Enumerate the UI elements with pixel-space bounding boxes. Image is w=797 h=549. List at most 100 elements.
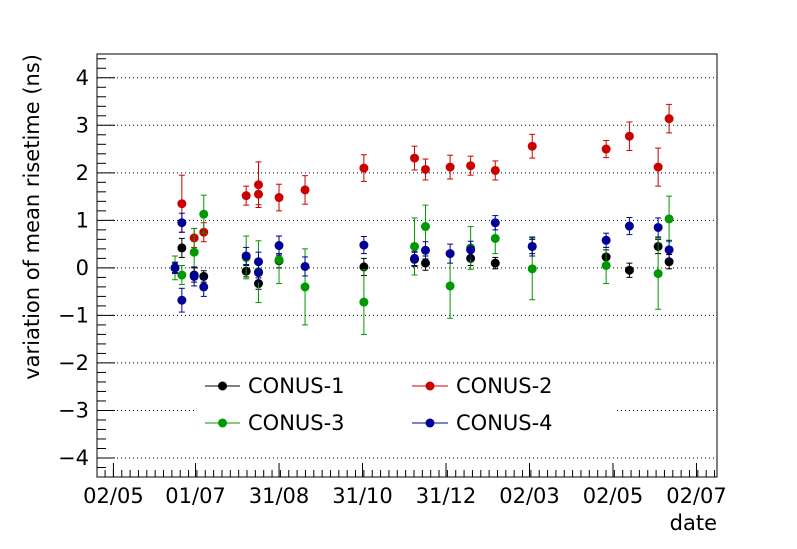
marker (624, 265, 634, 275)
x-tick-label: 01/07 (165, 484, 226, 508)
marker (527, 264, 537, 274)
data-point (274, 183, 284, 212)
legend-label: CONUS-1 (248, 374, 345, 398)
plot-border (96, 53, 718, 478)
marker (420, 258, 430, 268)
x-tick-label: 31/12 (416, 484, 477, 508)
y-tick-label: −4 (58, 446, 89, 470)
marker (445, 281, 455, 291)
marker (653, 162, 663, 172)
marker (653, 222, 663, 232)
x-tick-label: 02/05 (583, 484, 644, 508)
marker (624, 221, 634, 231)
data-point (170, 261, 180, 275)
data-point (664, 195, 674, 243)
y-tick-label: 4 (76, 66, 89, 90)
marker (177, 295, 187, 305)
data-point (241, 185, 251, 206)
marker (653, 269, 663, 279)
marker (189, 271, 199, 281)
marker (664, 245, 674, 255)
legend-marker (218, 381, 227, 391)
data-point (410, 145, 420, 171)
marker (359, 297, 369, 307)
marker (177, 243, 187, 253)
data-point (624, 262, 634, 278)
plot-frame (96, 53, 718, 478)
data-point (359, 236, 369, 255)
marker (177, 218, 187, 228)
data-point (199, 270, 209, 283)
data-point (653, 147, 663, 187)
marker (466, 161, 476, 171)
data-point (527, 236, 537, 257)
marker (274, 255, 284, 265)
marker (490, 165, 500, 175)
data-point (300, 175, 310, 205)
x-axis-label: date (670, 511, 717, 535)
x-tick-label: 02/05 (83, 484, 144, 508)
marker (420, 222, 430, 232)
marker (420, 164, 430, 174)
marker (274, 193, 284, 203)
marker (601, 261, 611, 270)
data-point (410, 250, 420, 266)
data-point (254, 183, 264, 206)
marker (199, 271, 209, 281)
marker (664, 114, 674, 124)
marker (445, 162, 455, 172)
marker (359, 262, 369, 272)
y-tick-label: 2 (76, 161, 89, 185)
data-point (410, 217, 420, 276)
marker (359, 163, 369, 173)
marker (189, 247, 199, 257)
data-point (601, 140, 611, 159)
y-axis-label: variation of mean risetime (ns) (20, 54, 44, 380)
legend: CONUS-1 CONUS-2 CONUS-3 CONUS-4 (205, 374, 553, 435)
marker (254, 268, 264, 278)
data-point (177, 287, 187, 313)
marker (445, 249, 455, 259)
data-point (254, 262, 264, 283)
data-point (601, 246, 611, 285)
legend-box (195, 368, 615, 440)
data-point (359, 269, 369, 335)
marker (359, 240, 369, 250)
data-point (445, 253, 455, 319)
data-point (490, 160, 500, 181)
legend-marker (218, 418, 227, 428)
marker (274, 241, 284, 251)
legend-label: CONUS-4 (456, 411, 553, 435)
data-point (601, 232, 611, 248)
x-tick-label: 02/07 (666, 484, 727, 508)
marker (170, 263, 180, 273)
data-point (653, 217, 663, 238)
marker (254, 257, 264, 267)
data-point (420, 241, 430, 260)
legend-entry: CONUS-1 (205, 374, 345, 398)
data-point (624, 216, 634, 236)
data-point (177, 237, 187, 258)
data-point (241, 246, 251, 266)
data-point (445, 154, 455, 180)
marker (254, 189, 264, 199)
data-point (199, 276, 209, 297)
data-point (177, 212, 187, 233)
data-point (490, 215, 500, 231)
marker (300, 261, 310, 271)
y-tick-label: −2 (58, 351, 89, 375)
legend-label: CONUS-2 (456, 374, 553, 398)
legend-entry: CONUS-4 (412, 411, 553, 435)
data-point (445, 243, 455, 264)
legend-background (195, 368, 615, 440)
data-point (664, 103, 674, 134)
y-tick-label: 0 (76, 256, 89, 280)
marker (241, 251, 251, 261)
data-point (466, 155, 476, 176)
marker (527, 241, 537, 251)
marker (490, 233, 500, 243)
marker (410, 253, 420, 263)
data-point (189, 266, 199, 287)
x-tick-label: 31/08 (249, 484, 310, 508)
